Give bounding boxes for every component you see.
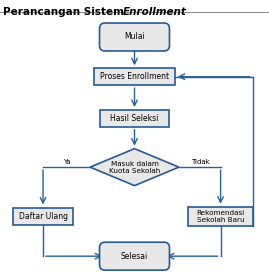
FancyBboxPatch shape <box>100 23 169 51</box>
Text: Masuk dalam
Kuota Sekolah: Masuk dalam Kuota Sekolah <box>109 161 160 174</box>
Text: Proses Enrollment: Proses Enrollment <box>100 72 169 81</box>
Text: Perancangan Sistem: Perancangan Sistem <box>3 7 127 17</box>
Text: Enrollment: Enrollment <box>122 7 186 17</box>
FancyBboxPatch shape <box>94 68 175 85</box>
FancyBboxPatch shape <box>100 110 169 127</box>
Text: Ya: Ya <box>63 159 71 165</box>
Text: Selesai: Selesai <box>121 252 148 261</box>
FancyBboxPatch shape <box>13 208 73 225</box>
Polygon shape <box>90 149 179 186</box>
FancyBboxPatch shape <box>100 242 169 270</box>
FancyBboxPatch shape <box>188 207 253 226</box>
Text: Daftar Ulang: Daftar Ulang <box>19 212 68 221</box>
Text: Rekomendasi
Sekolah Baru: Rekomendasi Sekolah Baru <box>196 210 245 223</box>
Text: Tidak: Tidak <box>191 159 210 165</box>
Text: Mulai: Mulai <box>124 33 145 41</box>
Text: Hasil Seleksi: Hasil Seleksi <box>110 114 159 123</box>
